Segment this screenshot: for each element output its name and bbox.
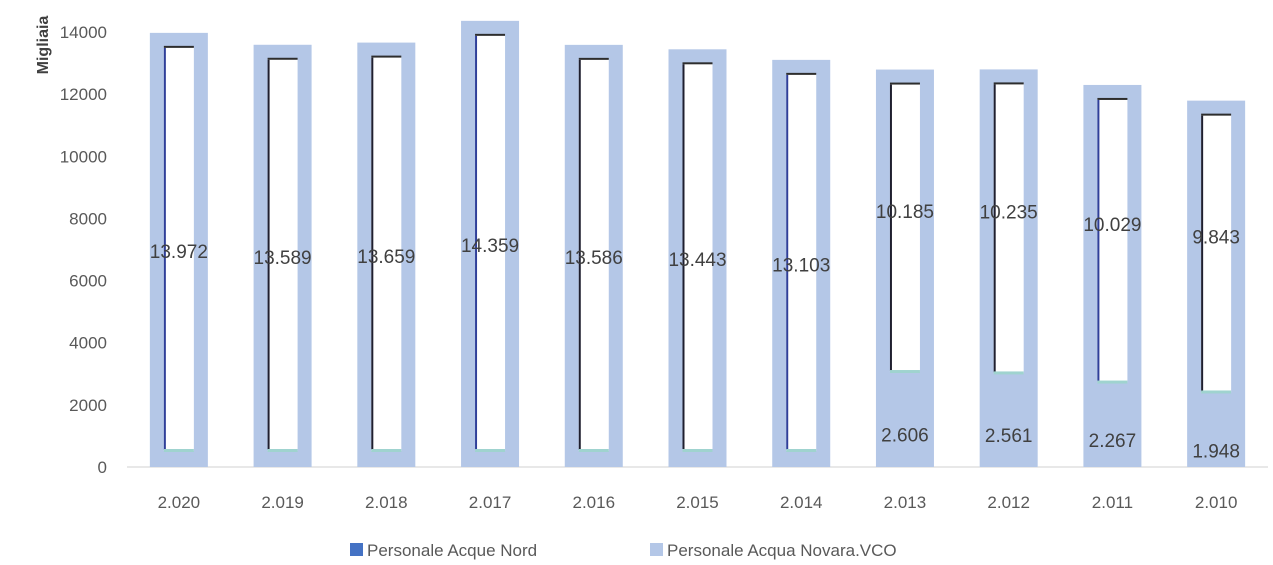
- bar-segment-acque-nord: [786, 73, 817, 452]
- bar-segment-acque-nord: [371, 56, 402, 451]
- legend-acqua-novara-label: Personale Acqua Novara.VCO: [667, 541, 897, 560]
- bar-bottom-cap: [1201, 390, 1232, 394]
- bar-segment-acque-nord: [475, 34, 506, 451]
- data-label-acque-nord: 14.359: [461, 236, 519, 257]
- legend-acque-nord-label: Personale Acque Nord: [367, 541, 537, 560]
- y-tick-label: 6000: [69, 272, 107, 291]
- bar-segment-acque-nord: [993, 83, 1024, 374]
- y-axis-title: Migliaia: [35, 16, 52, 75]
- bar-top-cap: [682, 62, 713, 65]
- x-tick-label: 2.019: [261, 493, 304, 512]
- data-label-acque-nord: 10.029: [1083, 215, 1141, 236]
- bar-top-cap: [163, 45, 194, 48]
- bar-bottom-cap: [786, 449, 817, 452]
- y-tick-label: 2000: [69, 396, 107, 415]
- data-label-acqua-novara: 1.948: [1192, 442, 1240, 463]
- y-tick-label: 0: [98, 458, 107, 477]
- bar-bottom-cap: [993, 371, 1024, 375]
- x-tick-label: 2.015: [676, 493, 719, 512]
- legend-acque-nord-swatch: [350, 543, 363, 556]
- bar-top-cap: [475, 33, 506, 36]
- bar-segment-acque-nord: [682, 63, 713, 451]
- x-tick-label: 2.020: [158, 493, 201, 512]
- bar-top-cap: [1097, 97, 1128, 100]
- y-tick-label: 14000: [60, 23, 107, 42]
- x-tick-label: 2.017: [469, 493, 512, 512]
- data-label-acque-nord: 13.443: [668, 250, 726, 271]
- x-tick-label: 2.016: [572, 493, 615, 512]
- bar-segment-acque-nord: [889, 83, 920, 373]
- data-label-acqua-novara: 2.606: [881, 426, 929, 447]
- bar-bottom-cap: [578, 449, 609, 452]
- data-label-acque-nord: 13.586: [565, 248, 623, 269]
- bar-bottom-cap: [475, 449, 506, 452]
- x-tick-label: 2.013: [884, 493, 927, 512]
- data-label-acqua-novara: 2.561: [985, 426, 1033, 447]
- bar-top-cap: [371, 55, 402, 58]
- data-label-acque-nord: 13.589: [254, 248, 312, 269]
- bar-bottom-cap: [682, 449, 713, 452]
- bar-bottom-cap: [267, 449, 298, 452]
- x-tick-label: 2.010: [1195, 493, 1238, 512]
- x-tick-label: 2.018: [365, 493, 408, 512]
- bar-top-cap: [267, 57, 298, 60]
- data-label-acque-nord: 13.103: [772, 255, 830, 276]
- y-tick-label: 4000: [69, 334, 107, 353]
- data-label-acque-nord: 10.235: [980, 202, 1038, 223]
- bar-segment-acque-nord: [1097, 98, 1128, 383]
- x-tick-label: 2.011: [1092, 493, 1133, 512]
- bar-top-cap: [786, 72, 817, 75]
- data-label-acque-nord: 13.659: [357, 247, 415, 268]
- bar-segment-acque-nord: [163, 46, 194, 452]
- bar-bottom-cap: [1097, 380, 1128, 384]
- bar-top-cap: [1201, 113, 1232, 116]
- bar-top-cap: [889, 82, 920, 85]
- y-tick-label: 8000: [69, 209, 107, 228]
- bar-top-cap: [578, 57, 609, 60]
- y-tick-label: 12000: [60, 85, 107, 104]
- y-tick-label: 10000: [60, 147, 107, 166]
- legend-acqua-novara-swatch: [650, 543, 663, 556]
- data-label-acqua-novara: 2.267: [1089, 431, 1137, 452]
- bar-bottom-cap: [371, 449, 402, 452]
- bar-segment-acque-nord: [578, 58, 609, 451]
- data-label-acque-nord: 13.972: [150, 242, 208, 263]
- x-tick-label: 2.012: [987, 493, 1030, 512]
- bar-segment-acque-nord: [1201, 114, 1232, 393]
- legend: Personale Acque Nord Personale Acqua Nova…: [350, 541, 897, 560]
- data-label-acque-nord: 9.843: [1192, 228, 1240, 249]
- bar-top-cap: [993, 82, 1024, 85]
- x-tick-label: 2.014: [780, 493, 823, 512]
- data-label-acque-nord: 10.185: [876, 202, 934, 223]
- bar-segment-acque-nord: [267, 58, 298, 451]
- bar-bottom-cap: [889, 370, 920, 374]
- bar-bottom-cap: [163, 449, 194, 452]
